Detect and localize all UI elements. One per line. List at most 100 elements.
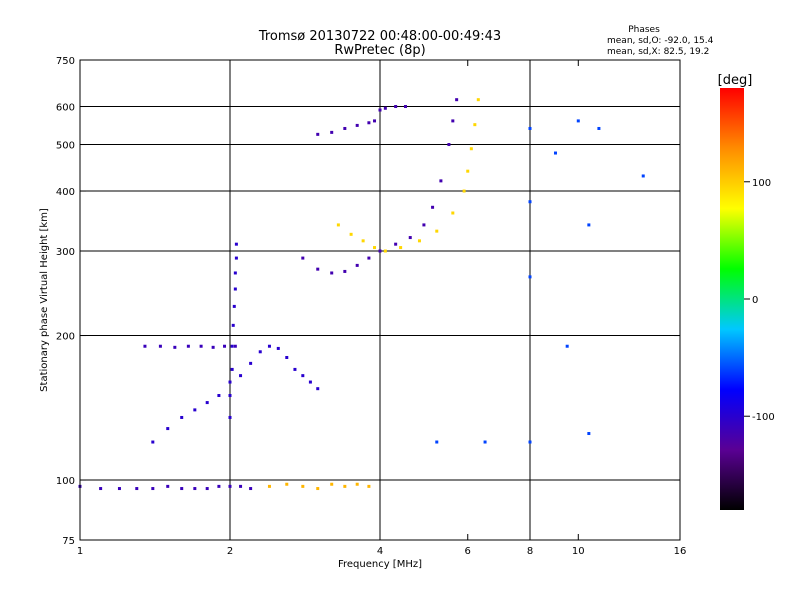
echo-point [205, 487, 209, 491]
echo-point [217, 394, 221, 398]
echo-point [223, 344, 227, 348]
colorbar-tick-label: 100 [752, 178, 771, 189]
echo-point [180, 487, 184, 491]
echo-point [528, 440, 532, 444]
x-tick-label: 2 [227, 546, 233, 557]
echo-point [473, 123, 477, 127]
x-tick-label: 1 [77, 546, 83, 557]
echo-point [301, 256, 305, 260]
echo-point [143, 344, 147, 348]
echo-point [528, 200, 532, 204]
echo-point [233, 287, 237, 291]
y-tick-label: 300 [56, 247, 75, 258]
echo-point [435, 229, 439, 233]
echo-point [316, 387, 320, 391]
echo-point [267, 344, 271, 348]
chart-title: Tromsø 20130722 00:48:00-00:49:43 [258, 29, 501, 44]
echo-point [316, 132, 320, 136]
echo-point [641, 174, 645, 178]
echo-point [267, 484, 271, 488]
y-axis: 75 100 200 300 400 500 600 750 [56, 56, 680, 547]
echo-point [228, 380, 232, 384]
echo-point [378, 249, 382, 253]
echo-point [301, 374, 305, 378]
echo-point [469, 147, 473, 151]
echo-point [233, 344, 237, 348]
y-tick-label: 75 [62, 536, 75, 547]
echo-point [462, 189, 466, 193]
echo-point [232, 304, 236, 308]
echo-points [78, 98, 645, 491]
echo-point [587, 223, 591, 227]
echo-point [193, 487, 197, 491]
grid [80, 60, 681, 540]
x-tick-label: 8 [527, 546, 533, 557]
echo-point [228, 415, 232, 419]
echo-point [476, 98, 480, 102]
echo-point [228, 484, 232, 488]
y-tick-label: 400 [56, 187, 75, 198]
chart-subtitle: RwPretec (8p) [334, 43, 425, 58]
echo-point [239, 484, 243, 488]
echo-point [378, 108, 382, 112]
echo-point [587, 432, 591, 436]
echo-point [343, 269, 347, 273]
colorbar-axis: 100 0 -100 [744, 178, 775, 423]
echo-point [528, 126, 532, 130]
y-tick-label: 500 [56, 141, 75, 152]
phase-stats-x: mean, sd,X: 82.5, 19.2 [607, 47, 709, 57]
echo-point [186, 344, 190, 348]
echo-point [330, 130, 334, 134]
echo-point [565, 344, 569, 348]
echo-point [301, 484, 305, 488]
echo-point [553, 151, 557, 155]
echo-point [217, 484, 221, 488]
echo-point [316, 487, 320, 491]
echo-point [528, 275, 532, 279]
x-axis: 1 2 4 6 8 10 16 [77, 60, 687, 557]
echo-point [373, 119, 377, 123]
echo-point [230, 367, 234, 371]
echo-point [249, 487, 253, 491]
echo-point [117, 487, 121, 491]
echo-point [258, 350, 262, 354]
echo-point [466, 169, 470, 173]
echo-point [483, 440, 487, 444]
x-tick-label: 10 [572, 546, 585, 557]
echo-point [151, 440, 155, 444]
echo-point [239, 374, 243, 378]
y-tick-label: 750 [56, 56, 75, 67]
echo-point [408, 236, 412, 240]
echo-point [373, 246, 377, 250]
echo-point [597, 126, 601, 130]
echo-point [439, 179, 443, 183]
echo-point [349, 232, 353, 236]
y-tick-label: 100 [56, 476, 75, 487]
echo-point [451, 119, 455, 123]
echo-point [249, 361, 253, 365]
echo-point [383, 249, 387, 253]
echo-point [451, 211, 455, 215]
echo-point [233, 271, 237, 275]
y-axis-label: Stationary phase Virtual Height [km] [39, 208, 50, 392]
echo-point [234, 242, 238, 246]
echo-point [330, 482, 334, 486]
echo-point [199, 344, 203, 348]
x-tick-label: 16 [674, 546, 687, 557]
echo-point [166, 484, 170, 488]
echo-point [228, 394, 232, 398]
echo-point [343, 126, 347, 130]
phase-stats-heading: Phases [628, 25, 660, 35]
x-tick-label: 6 [465, 546, 471, 557]
y-tick-label: 600 [56, 103, 75, 114]
echo-point [355, 263, 359, 267]
colorbar [720, 88, 744, 510]
echo-point [135, 487, 139, 491]
echo-point [367, 121, 371, 125]
echo-point [336, 223, 340, 227]
echo-point [180, 415, 184, 419]
echo-point [367, 256, 371, 260]
echo-point [231, 323, 235, 327]
echo-point [293, 367, 297, 371]
